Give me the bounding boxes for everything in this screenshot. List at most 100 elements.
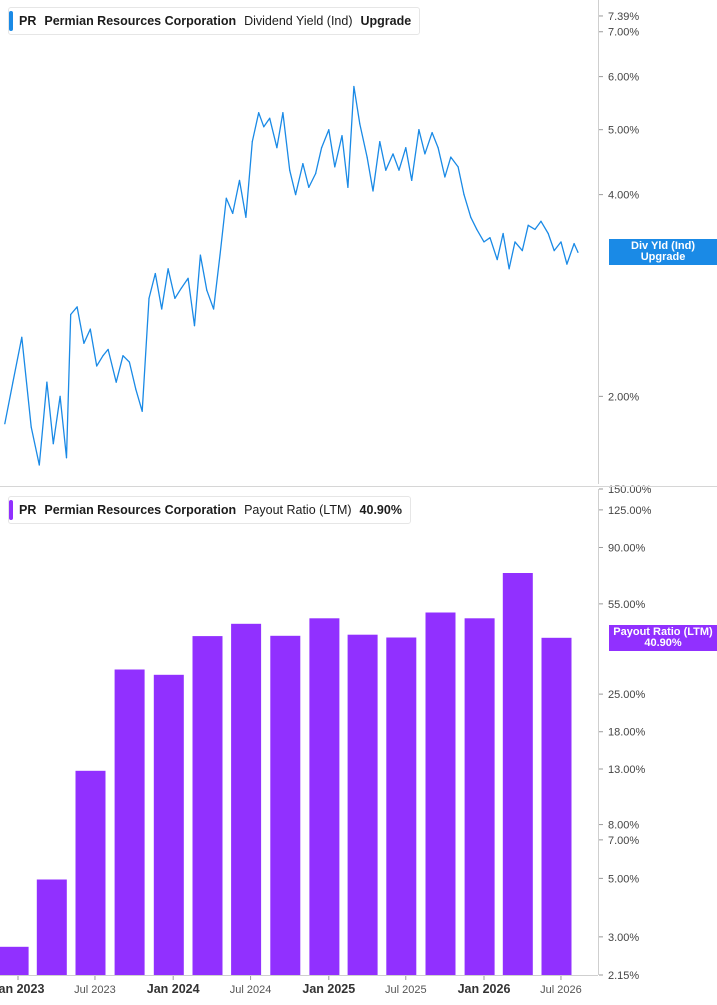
bar-payout-ratio <box>502 573 533 975</box>
data-point <box>174 297 176 300</box>
y-tick-label: 7.39% <box>608 11 639 23</box>
bar-payout-ratio <box>231 623 262 975</box>
bar-payout-ratio <box>153 674 184 975</box>
data-point <box>232 212 234 215</box>
data-point <box>30 426 32 428</box>
data-point <box>199 254 202 256</box>
data-point <box>366 156 368 158</box>
data-point <box>534 228 536 230</box>
x-tick-label: Jul 2023 <box>74 984 116 996</box>
data-point <box>258 112 260 114</box>
data-point <box>302 162 304 165</box>
legend-ticker: PR <box>19 14 37 28</box>
data-point <box>180 287 182 289</box>
data-point <box>372 190 374 192</box>
legend-metric: Payout Ratio (LTM) <box>244 503 352 517</box>
data-point <box>496 258 498 261</box>
data-point <box>161 308 163 310</box>
y-tick-label: 18.00% <box>608 727 646 739</box>
data-point <box>450 156 452 158</box>
data-point <box>483 241 485 243</box>
data-point <box>263 126 265 128</box>
data-point <box>489 237 491 239</box>
data-point <box>46 381 48 383</box>
data-point <box>206 289 208 291</box>
x-tick-label: Jul 2024 <box>230 984 272 996</box>
y-tick-label: 125.00% <box>608 505 652 517</box>
data-point <box>347 186 349 189</box>
data-point <box>115 381 117 383</box>
legend-metric: Dividend Yield (Ind) <box>244 14 353 28</box>
bar-payout-ratio <box>541 637 572 975</box>
bar-payout-ratio <box>347 634 378 975</box>
current-value-flag-payout: Payout Ratio (LTM) 40.90% <box>609 624 717 651</box>
data-point <box>359 123 361 125</box>
y-tick-label: 5.00% <box>608 873 639 885</box>
y-tick-label: 150.00% <box>608 484 652 496</box>
data-point <box>553 250 555 252</box>
series-color-swatch <box>9 11 13 31</box>
x-tick-label: Jul 2026 <box>540 984 582 996</box>
data-point <box>107 348 109 351</box>
legend-payout-ratio[interactable]: PR Permian Resources Corporation Payout … <box>8 496 411 524</box>
data-point <box>70 313 72 316</box>
bar-payout-ratio <box>75 770 106 975</box>
data-point <box>187 277 189 279</box>
legend-dividend-yield[interactable]: PR Permian Resources Corporation Dividen… <box>8 7 421 35</box>
y-tick-label: 3.00% <box>608 932 639 944</box>
y-tick-label: 8.00% <box>608 820 639 832</box>
y-tick-label: 25.00% <box>608 689 646 701</box>
data-point <box>282 112 284 114</box>
legend-value: 40.90% <box>359 503 402 517</box>
data-point <box>334 166 336 168</box>
series-line-dividend-yield <box>4 85 579 466</box>
bar-payout-ratio <box>464 618 495 975</box>
data-point <box>38 464 40 466</box>
x-tick-label: Jul 2025 <box>385 984 427 996</box>
flag-value: 40.90% <box>644 636 682 649</box>
bar-payout-ratio <box>386 637 417 975</box>
x-tick-label: Jan 2026 <box>458 982 511 996</box>
data-point <box>540 220 542 222</box>
x-tick-label: Jan 2025 <box>302 982 355 996</box>
y-tick-label: 90.00% <box>608 542 646 554</box>
data-point <box>245 216 247 218</box>
legend-company: Permian Resources Corporation <box>44 503 237 517</box>
y-tick-label: 2.15% <box>608 970 639 982</box>
legend-company: Permian Resources Corporation <box>44 14 237 28</box>
bar-payout-ratio <box>192 636 223 975</box>
data-point <box>148 297 150 300</box>
data-point <box>89 328 91 330</box>
data-point <box>308 186 310 189</box>
data-point <box>238 179 241 182</box>
data-point <box>96 365 98 367</box>
data-point <box>379 140 381 143</box>
data-point <box>295 194 297 196</box>
data-point <box>102 355 104 357</box>
data-point <box>128 361 130 363</box>
data-point <box>212 308 215 310</box>
data-point <box>141 410 143 412</box>
data-point <box>328 129 330 131</box>
data-point <box>289 169 291 171</box>
data-point <box>521 250 523 252</box>
y-tick-label: 5.00% <box>608 125 639 137</box>
bar-payout-ratio <box>270 635 301 975</box>
legend-value-upgrade[interactable]: Upgrade <box>360 14 412 28</box>
data-point <box>385 169 387 171</box>
data-point <box>424 153 426 155</box>
data-point <box>418 129 420 131</box>
data-point <box>59 395 61 397</box>
y-tick-label: 6.00% <box>608 72 639 84</box>
data-point <box>514 241 516 243</box>
data-point <box>122 355 124 357</box>
data-point <box>83 342 85 344</box>
bar-payout-ratio <box>425 612 456 975</box>
data-point <box>219 254 221 256</box>
data-point <box>12 381 14 383</box>
data-point <box>508 268 510 270</box>
data-point <box>405 147 407 149</box>
data-point <box>411 179 413 182</box>
data-point <box>470 216 472 218</box>
